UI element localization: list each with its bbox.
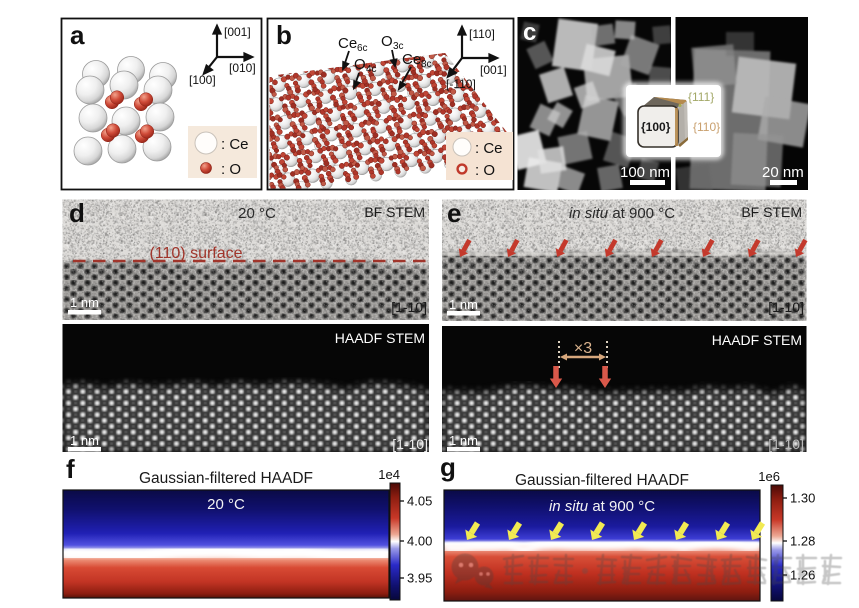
svg-text:[-110]: [-110]	[446, 77, 476, 91]
svg-text:Gaussian-filtered HAADF: Gaussian-filtered HAADF	[515, 472, 689, 489]
svg-text:O: O	[354, 56, 366, 73]
svg-text:20 °C: 20 °C	[238, 205, 276, 222]
svg-text:(110) surface: (110) surface	[149, 245, 242, 262]
svg-text:×3: ×3	[574, 340, 592, 357]
svg-text:[001]: [001]	[480, 63, 507, 77]
svg-text:[1-10]: [1-10]	[392, 436, 428, 452]
svg-text:[100]: [100]	[189, 73, 216, 87]
svg-text:1 nm: 1 nm	[70, 433, 99, 448]
svg-text:BF STEM: BF STEM	[364, 204, 425, 220]
svg-text:BF STEM: BF STEM	[741, 204, 802, 220]
svg-text:HAADF STEM: HAADF STEM	[335, 330, 425, 346]
svg-text:O: O	[381, 33, 393, 50]
svg-text:[010]: [010]	[229, 61, 256, 75]
svg-text:Ce: Ce	[338, 35, 357, 52]
svg-text:1 nm: 1 nm	[449, 297, 478, 312]
svg-text:[110]: [110]	[469, 27, 495, 41]
svg-text:: Ce: : Ce	[221, 136, 249, 153]
svg-text:3c: 3c	[393, 41, 404, 52]
svg-text:1e4: 1e4	[378, 467, 400, 482]
svg-text:g: g	[440, 452, 456, 482]
svg-text:in situ at 900 °C: in situ at 900 °C	[569, 205, 675, 222]
svg-text:8c: 8c	[421, 59, 432, 70]
svg-text:[001]: [001]	[224, 25, 251, 39]
svg-text:{100}: {100}	[641, 120, 671, 134]
svg-text:20 °C: 20 °C	[207, 496, 245, 513]
svg-text:4.05: 4.05	[407, 494, 432, 509]
svg-text:1.30: 1.30	[790, 491, 815, 506]
svg-text:[1-10]: [1-10]	[768, 436, 804, 452]
svg-text:20 nm: 20 nm	[762, 164, 804, 181]
svg-text:a: a	[70, 20, 85, 50]
svg-text:: Ce: : Ce	[475, 140, 503, 157]
svg-text:HAADF STEM: HAADF STEM	[712, 332, 802, 348]
svg-text:b: b	[276, 20, 292, 50]
svg-text:6c: 6c	[357, 43, 368, 54]
svg-text:1e6: 1e6	[758, 469, 780, 484]
svg-text:: O: : O	[475, 162, 495, 179]
svg-text:100 nm: 100 nm	[620, 164, 670, 181]
svg-text:e: e	[447, 198, 461, 228]
svg-text:c: c	[523, 19, 536, 46]
svg-text:Ce: Ce	[402, 51, 421, 68]
svg-text:4c: 4c	[366, 64, 377, 75]
svg-text:1 nm: 1 nm	[70, 295, 99, 310]
svg-text:1 nm: 1 nm	[449, 433, 478, 448]
svg-text:{111}: {111}	[688, 90, 714, 104]
svg-text:[1-10]: [1-10]	[768, 299, 804, 315]
svg-text:d: d	[69, 198, 85, 228]
svg-text:Gaussian-filtered HAADF: Gaussian-filtered HAADF	[139, 470, 313, 487]
svg-text:[1-10]: [1-10]	[391, 299, 427, 315]
svg-text:{110}: {110}	[693, 120, 720, 134]
svg-text:3.95: 3.95	[407, 571, 432, 586]
svg-text:4.00: 4.00	[407, 534, 432, 549]
svg-text:in situ at 900 °C: in situ at 900 °C	[549, 498, 655, 515]
svg-text:f: f	[66, 454, 75, 484]
svg-text:1.28: 1.28	[790, 534, 815, 549]
svg-text:: O: : O	[221, 161, 241, 178]
